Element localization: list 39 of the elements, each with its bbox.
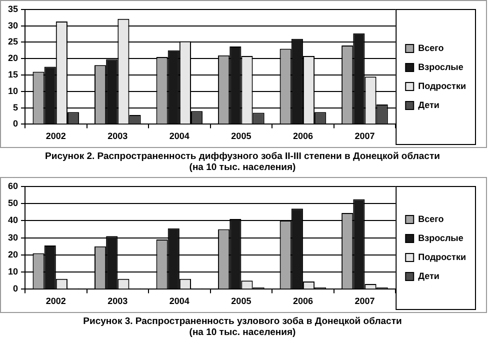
y-tick-label: 15 — [8, 69, 18, 80]
y-tick-label: 0 — [12, 284, 18, 294]
y-tick-label: 25 — [8, 36, 18, 47]
legend-label: Дети — [418, 100, 440, 110]
x-tick-label: 2004 — [169, 131, 190, 142]
y-tick-label: 10 — [8, 86, 18, 96]
x-tick-label: 2002 — [46, 131, 66, 142]
legend-label: Подростки — [418, 252, 466, 262]
x-tick-label: 2005 — [231, 296, 252, 306]
text: Рисунок 2. Распространенность диффузного зоба II-III степени в Донецкой области — [44, 151, 441, 162]
x-tick-label: 2006 — [292, 296, 313, 306]
text: (на 10 тыс. населения) — [188, 327, 297, 338]
legend-label: Всего — [418, 42, 444, 53]
y-tick-label: 40 — [8, 215, 18, 226]
y-tick-label: 5 — [12, 102, 18, 112]
y-tick-label: 35 — [8, 4, 18, 14]
x-tick-label: 2006 — [292, 131, 313, 142]
x-tick-label: 2007 — [354, 296, 375, 306]
y-tick-label: 30 — [8, 232, 18, 242]
y-tick-label: 0 — [12, 118, 18, 129]
legend-label: Подростки — [418, 80, 466, 91]
y-tick-label: 20 — [8, 249, 18, 260]
legend-label: Взрослые — [418, 232, 464, 243]
x-tick-label: 2003 — [108, 131, 128, 142]
x-tick-label: 2007 — [354, 131, 375, 142]
x-tick-label: 2003 — [108, 296, 128, 306]
text: Рисунок 3. Распространенность узлового зоба в Донецкой области — [82, 316, 403, 327]
y-tick-label: 30 — [8, 20, 18, 30]
y-tick-label: 20 — [8, 53, 18, 64]
x-tick-label: 2002 — [46, 296, 66, 306]
legend-label: Взрослые — [418, 62, 464, 72]
legend-label: Дети — [418, 270, 440, 281]
x-tick-label: 2004 — [169, 296, 190, 306]
y-tick-label: 10 — [8, 266, 18, 277]
y-tick-label: 50 — [8, 198, 18, 208]
legend-label: Всего — [418, 214, 444, 224]
x-tick-label: 2005 — [231, 131, 252, 142]
text: (на 10 тыс. населения) — [188, 162, 297, 173]
y-tick-label: 60 — [8, 180, 18, 191]
